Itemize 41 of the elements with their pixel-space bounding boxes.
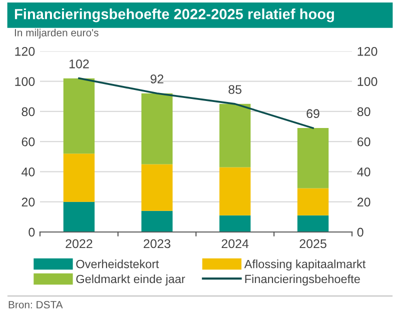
- bar: [141, 164, 173, 211]
- bar: [219, 104, 251, 168]
- y2-tick-label: 0: [357, 228, 364, 237]
- data-label: 102: [70, 59, 89, 68]
- data-label: 85: [228, 85, 242, 94]
- x-tick-label: 2025: [300, 239, 326, 248]
- y-tick-label: 120: [15, 47, 35, 56]
- y-tick-label: 0: [28, 228, 35, 237]
- y-tick-label: 40: [22, 168, 35, 176]
- bar: [63, 202, 95, 232]
- legend-label: Overheidstekort: [76, 260, 159, 268]
- bar: [297, 188, 329, 216]
- bar: [63, 78, 95, 154]
- legend-label: Financieringsbehoefte: [245, 274, 360, 286]
- bar: [297, 128, 329, 188]
- bar: [63, 154, 95, 202]
- bar: [219, 167, 251, 216]
- text: Bron: DSTA: [8, 301, 63, 308]
- y2-tick-label: 100: [358, 77, 378, 86]
- bar: [297, 215, 329, 232]
- x-tick-label: 2023: [144, 239, 170, 248]
- y-tick-label: 100: [15, 77, 35, 86]
- y-tick-label: 80: [22, 107, 35, 116]
- bar: [219, 215, 251, 232]
- legend-label: Geldmarkt einde jaar: [76, 274, 186, 286]
- bar: [141, 210, 173, 232]
- y2-tick-label: 80: [357, 107, 370, 116]
- x-tick-label: 2022: [66, 239, 92, 248]
- y-axis-title: In miljarden euro's: [14, 28, 98, 38]
- y2-tick-label: 20: [357, 198, 370, 207]
- bar: [141, 93, 173, 164]
- y2-tick-label: 40: [357, 168, 370, 176]
- chart-title: Financieringsbehoefte 2022-2025 relatief hoog: [14, 8, 334, 22]
- y-tick-label: 60: [22, 137, 35, 146]
- x-tick-label: 2024: [222, 239, 249, 248]
- y2-tick-label: 60: [357, 137, 370, 146]
- data-label: 69: [306, 109, 320, 118]
- data-label: 92: [150, 74, 164, 84]
- legend-label: Aflossing kapitaalmarkt: [244, 260, 366, 271]
- y-tick-label: 20: [22, 198, 35, 207]
- y2-tick-label: 120: [358, 47, 378, 56]
